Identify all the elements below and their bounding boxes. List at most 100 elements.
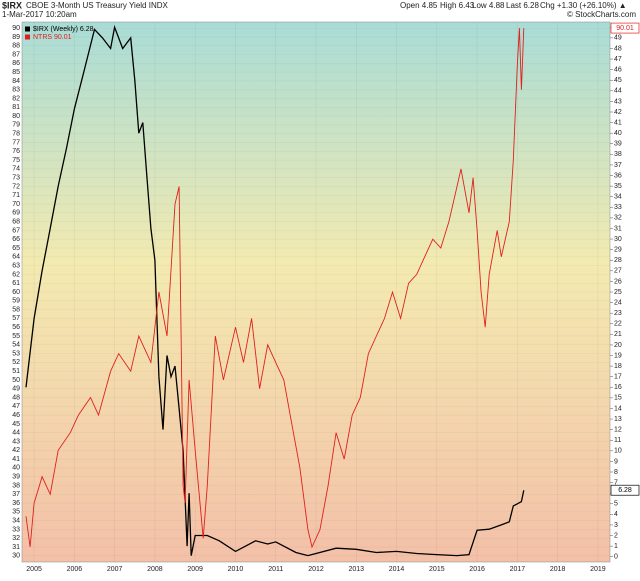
y-tick-label: 57 (12, 315, 20, 322)
series-line (25, 24, 525, 557)
y-tick-label: 37 (12, 491, 20, 498)
y2-tick-label: 13 (614, 416, 622, 423)
credit: © StockCharts.com (567, 10, 636, 19)
y2-tick-label: 41 (614, 119, 622, 126)
y2-tick-label: 9 (614, 458, 618, 465)
y-tick-label: 87 (12, 51, 20, 58)
y2-tick-label: 31 (614, 225, 622, 232)
symbol: $IRX (2, 0, 22, 10)
x-tick-label: 2018 (550, 566, 566, 573)
y-tick-label: 43 (12, 438, 20, 445)
y2-tick-label: 48 (614, 45, 622, 52)
y-tick-label: 47 (12, 403, 20, 410)
y-tick-label: 34 (12, 518, 20, 525)
y-tick-label: 51 (12, 368, 20, 375)
x-tick-label: 2015 (429, 566, 445, 573)
legend-swatch (25, 26, 30, 32)
y2-tick-label: 46 (614, 66, 622, 73)
y-tick-label: 58 (12, 306, 20, 313)
y-tick-label: 65 (12, 245, 20, 252)
y-tick-label: 89 (12, 34, 20, 41)
y-tick-label: 63 (12, 262, 20, 269)
y-tick-label: 67 (12, 227, 20, 234)
y-tick-label: 39 (12, 474, 20, 481)
x-tick-label: 2013 (348, 566, 364, 573)
x-tick-label: 2017 (510, 566, 526, 573)
y2-tick-label: 21 (614, 331, 622, 338)
y2-tick-label: 19 (614, 352, 622, 359)
y-tick-label: 33 (12, 526, 20, 533)
y-tick-label: 83 (12, 87, 20, 94)
y-tick-label: 80 (12, 113, 20, 120)
quote-item: Chg +1.30 (+26.10%) ▲ (540, 1, 627, 10)
y-tick-label: 61 (12, 280, 20, 287)
y-tick-label: 36 (12, 500, 20, 507)
y-tick-label: 81 (12, 104, 20, 111)
y-tick-label: 38 (12, 482, 20, 489)
y-tick-label: 62 (12, 271, 20, 278)
y2-tick-label: 28 (614, 257, 622, 264)
x-tick-label: 2011 (268, 566, 283, 573)
value-label: 90.01 (616, 25, 634, 32)
y2-tick-label: 45 (614, 77, 622, 84)
y-tick-label: 35 (12, 509, 20, 516)
y-tick-label: 45 (12, 421, 20, 428)
y-tick-label: 49 (12, 386, 20, 393)
y2-tick-label: 29 (614, 246, 622, 253)
x-tick-label: 2012 (308, 566, 324, 573)
x-tick-label: 2016 (469, 566, 485, 573)
value-label: 6.28 (618, 487, 632, 494)
y-tick-label: 50 (12, 377, 20, 384)
y-tick-label: 40 (12, 465, 20, 472)
y2-tick-label: 33 (614, 204, 622, 211)
y2-tick-label: 27 (614, 268, 622, 275)
y-tick-label: 41 (12, 456, 20, 463)
y2-tick-label: 36 (614, 172, 622, 179)
y-tick-label: 31 (12, 544, 20, 551)
y2-tick-label: 15 (614, 395, 622, 402)
y2-tick-label: 12 (614, 426, 622, 433)
x-tick-label: 2009 (187, 566, 203, 573)
y-tick-label: 46 (12, 412, 20, 419)
y2-tick-label: 11 (614, 437, 621, 444)
y-tick-label: 88 (12, 43, 20, 50)
y-tick-label: 90 (12, 25, 20, 32)
quote-item: Last 6.28 (506, 1, 539, 10)
value-label-box (610, 484, 640, 496)
y-tick-label: 32 (12, 535, 20, 542)
x-tick-label: 2007 (107, 566, 123, 573)
x-tick-label: 2005 (26, 566, 42, 573)
y-tick-label: 48 (12, 394, 20, 401)
y2-tick-label: 47 (614, 56, 622, 63)
y2-tick-label: 49 (614, 35, 622, 42)
value-label-box (610, 22, 640, 34)
y2-tick-label: 14 (614, 405, 622, 412)
y-tick-label: 52 (12, 359, 20, 366)
y2-tick-label: 8 (614, 469, 618, 476)
y2-tick-label: 20 (614, 342, 622, 349)
y2-tick-label: 10 (614, 448, 622, 455)
y-tick-label: 64 (12, 254, 20, 261)
y2-tick-label: 40 (614, 130, 622, 137)
y-tick-label: 60 (12, 289, 20, 296)
y-tick-label: 77 (12, 139, 20, 146)
y2-tick-label: 1 (614, 543, 618, 550)
legend-swatch (25, 34, 30, 40)
y-tick-label: 66 (12, 236, 20, 243)
y2-tick-label: 7 (614, 479, 618, 486)
series-line (25, 28, 525, 549)
y-tick-label: 30 (12, 553, 20, 560)
y2-tick-label: 25 (614, 289, 622, 296)
y2-tick-label: 42 (614, 109, 622, 116)
y2-tick-label: 23 (614, 310, 622, 317)
chart-title: CBOE 3-Month US Treasury Yield INDX (26, 1, 168, 10)
y-tick-label: 86 (12, 60, 20, 67)
x-tick-label: 2006 (67, 566, 83, 573)
y-tick-label: 75 (12, 157, 20, 164)
quote-item: Low 4.88 (472, 1, 505, 10)
y2-tick-label: 3 (614, 522, 618, 529)
y2-tick-label: 32 (614, 215, 622, 222)
quote-item: High 6.43 (440, 1, 475, 10)
y-tick-label: 78 (12, 131, 20, 138)
